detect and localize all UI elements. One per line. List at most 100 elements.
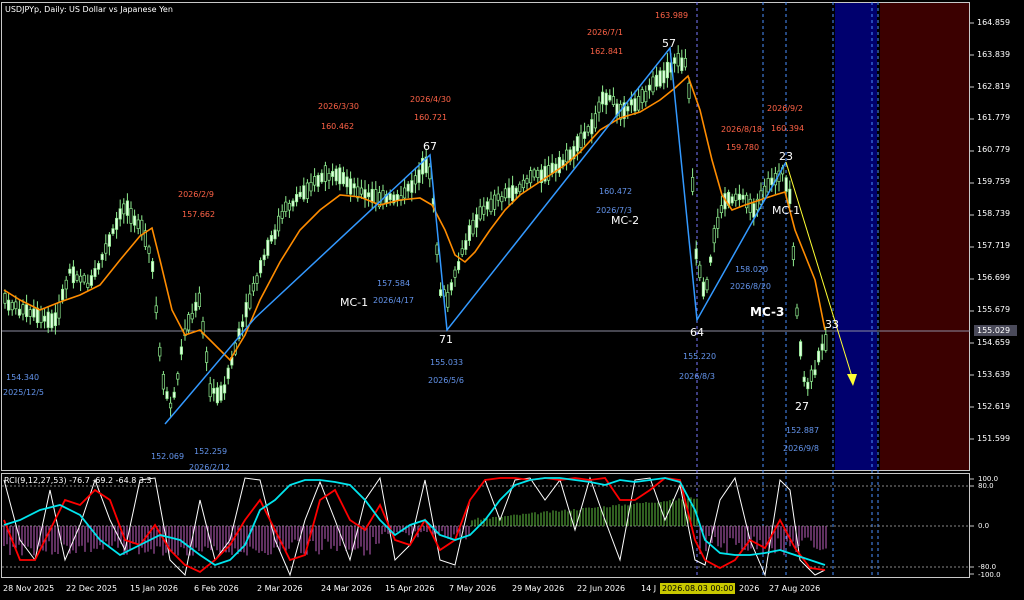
candle-body: [53, 312, 57, 327]
candle-body: [3, 293, 7, 304]
rci-frame: [1, 473, 970, 578]
candle-body: [453, 269, 457, 278]
candle-body: [550, 162, 554, 174]
candle-body: [356, 186, 360, 199]
candle-body: [86, 282, 90, 288]
time-axis-label: 2026: [739, 584, 760, 593]
price-label: 152.619: [977, 402, 1011, 411]
candle-body: [575, 136, 579, 152]
candle-body: [424, 156, 428, 174]
candle-body: [676, 53, 680, 67]
candle-body: [25, 304, 29, 318]
high-date: 2026/9/2: [767, 104, 803, 113]
time-axis-label: 15 Apr 2026: [385, 584, 435, 593]
high-price: 160.394: [771, 124, 805, 133]
price-label: 158.739: [977, 209, 1011, 218]
candle-body: [205, 351, 209, 363]
candle-body: [151, 261, 155, 272]
candle-body: [161, 373, 165, 390]
candle-body: [248, 293, 252, 309]
candle-body: [475, 214, 479, 228]
projection-arrow-head: [847, 374, 857, 386]
time-axis-label: 15 Jan 2026: [130, 584, 178, 593]
candle-body: [435, 244, 439, 255]
candle-body: [655, 74, 659, 87]
candle-body: [737, 193, 741, 201]
candle-body: [601, 91, 605, 105]
candle-body: [115, 217, 119, 230]
wave-label-27: 27: [795, 400, 809, 413]
main-chart-frame: [1, 2, 970, 471]
candle-body: [716, 216, 720, 229]
candle-body: [57, 302, 61, 319]
candle-body: [691, 177, 695, 192]
candle-body: [64, 279, 68, 290]
candle-body: [665, 61, 669, 79]
candle-body: [406, 183, 410, 192]
candle-body: [35, 307, 39, 324]
candle-body: [107, 234, 111, 247]
high-date: 2026/7/1: [587, 28, 623, 37]
rci-histogram: [3, 497, 827, 556]
candle-body: [17, 308, 21, 316]
candle-body: [500, 196, 504, 203]
candle-body: [50, 313, 54, 329]
candle-body: [583, 131, 587, 139]
candle-body: [316, 174, 320, 187]
candle-body: [579, 132, 583, 148]
rci-level-label: 0.0: [978, 522, 990, 530]
candle-body: [269, 235, 273, 242]
candle-body: [770, 177, 774, 186]
candle-body: [140, 219, 144, 236]
price-label: 164.859: [977, 18, 1011, 27]
candle-body: [413, 175, 417, 185]
candle-body: [266, 239, 270, 256]
candle-body: [79, 275, 83, 283]
main-chart-panel[interactable]: [0, 0, 974, 578]
low-date: 2026/7/3: [596, 206, 632, 215]
candle-body: [687, 82, 691, 99]
rci-level-label: 80.0: [978, 482, 994, 490]
candle-body: [158, 346, 162, 357]
moving-average-line: [3, 74, 826, 362]
vertical-markers: [696, 2, 879, 578]
candle-body: [543, 165, 547, 182]
candle-body: [694, 248, 698, 260]
low-date: 2026/5/6: [428, 376, 464, 385]
candle-body: [683, 57, 687, 68]
candle-body: [734, 193, 738, 201]
high-price: 162.841: [590, 47, 624, 56]
candle-body: [277, 215, 281, 232]
candle-body: [97, 263, 101, 270]
candle-body: [647, 84, 651, 91]
low-price: 152.069: [151, 452, 185, 461]
candle-body: [280, 210, 284, 219]
candle-body: [367, 192, 371, 198]
candle-body: [14, 301, 18, 310]
candle-body: [817, 350, 821, 363]
price-label: 154.659: [977, 338, 1011, 347]
candle-body: [125, 200, 129, 216]
candle-body: [100, 254, 104, 261]
candle-body: [190, 312, 194, 320]
rci-axis-ticks: [970, 478, 974, 575]
candle-body: [323, 165, 327, 182]
candle-body: [539, 169, 543, 184]
candle-body: [547, 165, 551, 181]
candle-body: [341, 172, 345, 185]
candle-body: [759, 190, 763, 205]
candle-body: [673, 57, 677, 64]
candle-body: [244, 302, 248, 318]
candle-body: [305, 182, 309, 199]
candle-body: [334, 168, 338, 182]
candle-body: [680, 57, 684, 71]
candle-body: [622, 102, 626, 119]
candle-body: [518, 183, 522, 193]
candle-body: [273, 229, 277, 240]
candle-body: [529, 170, 533, 184]
candle-body: [309, 181, 313, 192]
rci-title: RCI(9,12,27,53) -76.7 -69.2 -64.8 3.3: [4, 476, 152, 485]
candle-body: [417, 169, 421, 183]
candle-body: [237, 328, 241, 339]
candle-body: [485, 201, 489, 210]
